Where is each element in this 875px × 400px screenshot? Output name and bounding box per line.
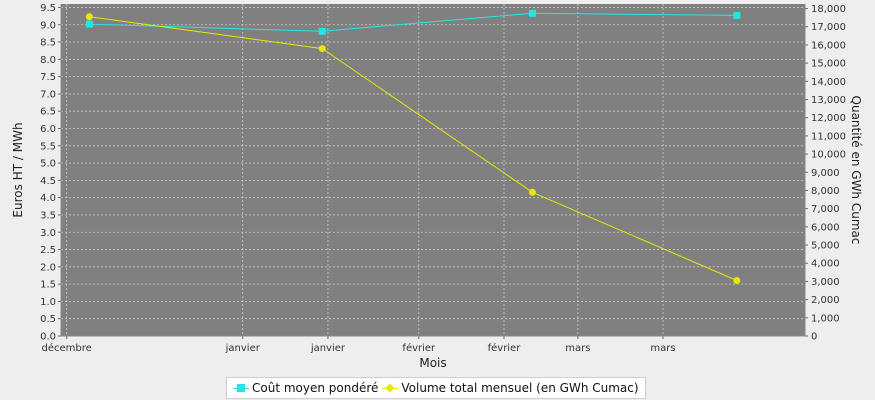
y-tick-label-right: 11,000	[811, 131, 846, 142]
y-tick-label-left: 0.5	[40, 314, 56, 325]
y-tick-label-right: 2,000	[811, 295, 840, 306]
y-tick-label-right: 3,000	[811, 277, 840, 288]
series-lines	[85, 9, 741, 285]
legend-label-volume: Volume total mensuel (en GWh Cumac)	[401, 381, 639, 395]
x-tick-label: mars	[565, 343, 590, 354]
y-tick-label-right: 15,000	[811, 59, 846, 70]
series-0-point	[528, 9, 536, 17]
y-tick-label-left: 6.0	[40, 124, 56, 135]
series-1-point	[528, 188, 536, 196]
y-tick-label-left: 6.5	[40, 107, 56, 118]
y-tick-label-left: 5.0	[40, 159, 56, 170]
y-tick-label-left: 9.5	[40, 3, 56, 14]
y-tick-label-right: 6,000	[811, 222, 840, 233]
series-1-point	[733, 277, 741, 285]
y-tick-label-left: 7.5	[40, 72, 56, 83]
y-tick-label-right: 0	[811, 332, 817, 343]
series-0-point	[85, 20, 93, 28]
x-tick-label: février	[488, 342, 522, 354]
y-tick-label-right: 5,000	[811, 241, 840, 252]
x-tick-label: février	[402, 342, 436, 354]
series-line-0	[89, 12, 737, 32]
y-tick-label-right: 12,000	[811, 113, 846, 124]
y-tick-label-left: 0.0	[40, 332, 56, 343]
y-tick-label-right: 4,000	[811, 259, 840, 270]
series-line-1	[89, 16, 737, 281]
series-0-point	[733, 11, 741, 19]
y-tick-label-left: 3.5	[40, 210, 56, 221]
legend-swatch-cout	[233, 382, 249, 394]
y-tick-label-right: 16,000	[811, 40, 846, 51]
grid-lines	[61, 4, 805, 336]
x-axis-title: Mois	[419, 356, 446, 370]
legend-item-volume: Volume total mensuel (en GWh Cumac)	[382, 381, 639, 395]
y-tick-label-left: 3.0	[40, 228, 56, 239]
series-1-point	[85, 13, 93, 21]
y-tick-label-right: 9,000	[811, 168, 840, 179]
y-tick-label-left: 8.5	[40, 38, 56, 49]
x-tick-label: janvier	[225, 343, 261, 354]
x-tick-label: mars	[650, 343, 675, 354]
legend-label-cout: Coût moyen pondéré	[252, 381, 379, 395]
y-tick-label-left: 2.5	[40, 245, 56, 256]
series-0-point	[318, 27, 326, 35]
y-tick-label-left: 5.5	[40, 141, 56, 152]
y-tick-label-right: 14,000	[811, 77, 846, 88]
y-axis-title-left: Euros HT / MWh	[11, 122, 25, 217]
chart-legend: Coût moyen pondéré Volume total mensuel …	[226, 377, 646, 399]
y-tick-label-right: 18,000	[811, 4, 846, 15]
y-tick-label-left: 9.0	[40, 20, 56, 31]
legend-swatch-volume	[382, 382, 399, 394]
y-tick-label-left: 4.5	[40, 176, 56, 187]
y-tick-label-left: 4.0	[40, 193, 56, 204]
x-tick-label: décembre	[42, 342, 92, 354]
y-tick-label-left: 2.0	[40, 262, 56, 273]
y-tick-label-left: 1.0	[40, 297, 56, 308]
y-tick-label-left: 7.0	[40, 89, 56, 100]
x-tick-label: janvier	[310, 343, 346, 354]
y-tick-label-left: 8.0	[40, 55, 56, 66]
series-1-point	[318, 45, 326, 53]
y-tick-label-left: 1.5	[40, 280, 56, 291]
y-tick-label-right: 1,000	[811, 313, 840, 324]
y-tick-label-right: 17,000	[811, 22, 846, 33]
y-tick-label-right: 8,000	[811, 186, 840, 197]
y-axis-title-right: Quantité en GWh Cumac	[849, 96, 863, 245]
legend-item-cout: Coût moyen pondéré	[233, 381, 378, 395]
plot-background	[61, 4, 805, 336]
y-tick-label-right: 7,000	[811, 204, 840, 215]
y-tick-label-right: 13,000	[811, 95, 846, 106]
y-tick-label-right: 10,000	[811, 150, 846, 161]
axes: 0.0 0.5 1.0 1.5 2.0 2.5 3.0 3.5 4.0 4.5 5.0 5.5 6.0 6…	[40, 3, 846, 354]
